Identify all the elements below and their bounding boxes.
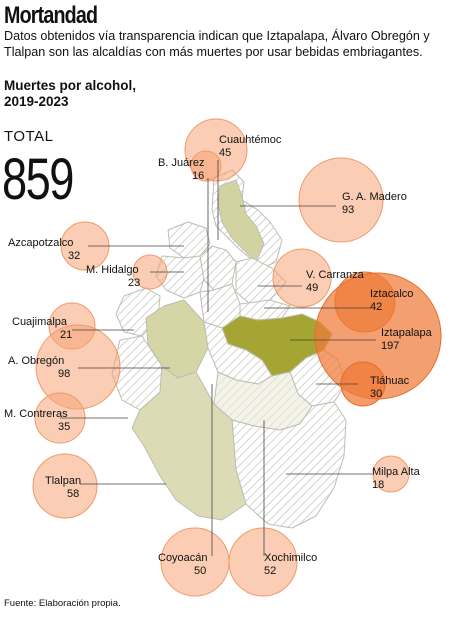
label-coyoacan: Coyoacán 50 bbox=[158, 552, 208, 578]
label-benito-juarez: B. Juárez 16 bbox=[158, 157, 204, 183]
label-name: V. Carranza bbox=[306, 269, 364, 281]
label-xochimilco: Xochimilco 52 bbox=[264, 552, 317, 578]
label-name: M. Contreras bbox=[4, 408, 68, 420]
bubbles bbox=[32, 118, 442, 597]
region-cuauhtemoc bbox=[199, 245, 237, 291]
label-name: Iztacalco bbox=[370, 288, 414, 300]
label-name: B. Juárez bbox=[158, 157, 205, 169]
label-name: Tláhuac bbox=[370, 375, 410, 387]
label-venustiano-carranza: V. Carranza 49 bbox=[306, 269, 364, 295]
label-value: 52 bbox=[264, 565, 277, 577]
bubble-gustavo-a-madero bbox=[298, 157, 384, 243]
label-value: 93 bbox=[342, 204, 355, 216]
label-milpa-alta: Milpa Alta 18 bbox=[372, 466, 420, 492]
label-iztacalco: Iztacalco 42 bbox=[370, 288, 413, 314]
label-cuauhtemoc: Cuauhtémoc 45 bbox=[219, 134, 281, 160]
source-note: Fuente: Elaboración propia. bbox=[4, 598, 121, 609]
label-value: 21 bbox=[60, 329, 73, 341]
bubble-tlalpan bbox=[32, 453, 98, 519]
label-name: Iztapalapa bbox=[381, 327, 432, 339]
label-name: Coyoacán bbox=[158, 552, 208, 564]
label-name: Azcapotzalco bbox=[8, 237, 74, 249]
label-value: 32 bbox=[68, 250, 81, 262]
region-azcapotzalco bbox=[167, 221, 211, 259]
label-tlalpan: Tlalpan 58 bbox=[45, 475, 81, 501]
label-value: 23 bbox=[128, 277, 141, 289]
bubble-milpa-alta bbox=[372, 455, 410, 493]
label-name: Cuauhtémoc bbox=[219, 134, 282, 146]
label-magdalena-contreras: M. Contreras 35 bbox=[4, 408, 70, 434]
label-gustavo-a-madero: G. A. Madero 93 bbox=[342, 191, 407, 217]
section-title-line-1: Muertes por alcohol, bbox=[4, 78, 137, 93]
label-cuajimalpa: Cuajimalpa 21 bbox=[12, 316, 72, 342]
label-miguel-hidalgo: M. Hidalgo 23 bbox=[86, 264, 140, 290]
region-milpa-alta bbox=[231, 401, 347, 529]
label-name: Tlalpan bbox=[45, 475, 82, 487]
page-title: Mortandad bbox=[4, 2, 98, 29]
label-name: Milpa Alta bbox=[372, 466, 420, 478]
region-gam-highlight bbox=[217, 179, 265, 263]
label-tlahuac: Tláhuac 30 bbox=[370, 375, 409, 401]
label-value: 197 bbox=[381, 340, 400, 352]
label-value: 35 bbox=[58, 421, 71, 433]
region-tlalpan bbox=[131, 365, 247, 521]
bubble-venustiano-carranza bbox=[272, 248, 332, 308]
total-label: TOTAL bbox=[4, 128, 54, 145]
subtitle: Datos obtenidos vía transparencia indica… bbox=[4, 29, 430, 59]
bubble-benito-juarez bbox=[190, 150, 222, 182]
label-value: 18 bbox=[372, 479, 385, 491]
label-value: 98 bbox=[58, 368, 71, 380]
label-name: G. A. Madero bbox=[342, 191, 407, 203]
section-title-line-2: 2019-2023 bbox=[4, 94, 69, 109]
bubble-xochimilco bbox=[228, 527, 298, 597]
leader-lines bbox=[60, 160, 376, 556]
label-value: 49 bbox=[306, 282, 319, 294]
label-value: 16 bbox=[192, 170, 205, 182]
label-alvaro-obregon: A. Obregón 98 bbox=[8, 355, 70, 381]
label-value: 30 bbox=[370, 388, 383, 400]
label-value: 58 bbox=[67, 488, 80, 500]
label-value: 45 bbox=[219, 147, 232, 159]
total-value: 859 bbox=[2, 147, 74, 212]
section-title: Muertes por alcohol, 2019-2023 bbox=[4, 78, 136, 110]
label-value: 42 bbox=[370, 301, 383, 313]
region-iztacalco bbox=[239, 299, 291, 321]
label-name: Xochimilco bbox=[264, 552, 318, 564]
label-iztapalapa: Iztapalapa 197 bbox=[381, 327, 432, 353]
label-azcapotzalco: Azcapotzalco 32 bbox=[8, 237, 80, 263]
label-name: Cuajimalpa bbox=[12, 316, 68, 328]
label-value: 50 bbox=[194, 565, 207, 577]
label-name: A. Obregón bbox=[8, 355, 65, 367]
label-name: M. Hidalgo bbox=[86, 264, 139, 276]
